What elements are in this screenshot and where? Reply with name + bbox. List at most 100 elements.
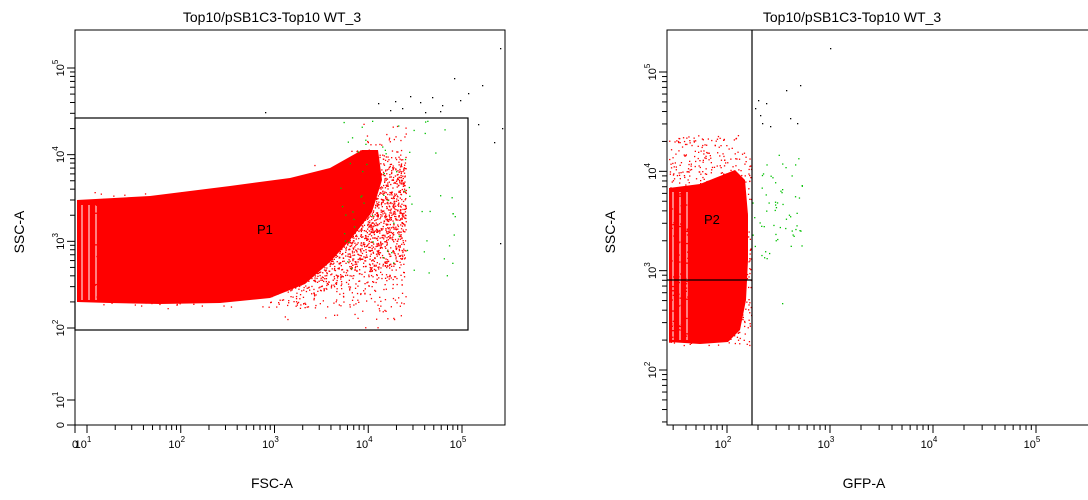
point-red — [734, 324, 736, 326]
point-red — [729, 296, 731, 298]
point-red — [386, 223, 388, 226]
point-red — [345, 223, 348, 225]
point-red — [709, 283, 711, 285]
point-red — [349, 260, 351, 262]
point-red — [133, 259, 135, 261]
point-red — [708, 262, 710, 264]
point-red — [281, 242, 284, 245]
point-red — [299, 248, 301, 251]
point-green — [361, 195, 363, 197]
point-red — [300, 225, 302, 227]
point-red — [395, 226, 397, 228]
point-red — [339, 238, 342, 240]
point-red — [707, 193, 709, 196]
point-red — [355, 234, 358, 236]
point-red — [385, 261, 387, 263]
point-red — [403, 276, 406, 278]
point-red — [708, 202, 710, 204]
point-red — [311, 247, 313, 250]
point-red — [383, 184, 385, 187]
point-red — [352, 247, 355, 249]
point-red — [689, 235, 692, 237]
point-red — [723, 155, 725, 158]
point-red — [395, 258, 397, 260]
point-red — [274, 226, 277, 229]
point-red — [368, 226, 370, 228]
point-red — [714, 288, 717, 290]
point-red — [711, 189, 713, 191]
point-red — [380, 198, 383, 200]
point-red — [672, 294, 675, 296]
point-red — [678, 141, 680, 144]
point-red — [104, 247, 106, 249]
point-red — [241, 200, 243, 202]
point-red — [334, 207, 336, 209]
point-red — [385, 229, 387, 231]
point-red — [346, 233, 349, 235]
point-red — [717, 289, 719, 291]
point-red — [749, 198, 751, 200]
x-tick-label-left: 0 — [72, 439, 78, 451]
point-red — [695, 307, 697, 309]
point-red — [298, 282, 300, 285]
point-red — [329, 236, 332, 238]
point-red — [731, 304, 733, 307]
point-red — [733, 220, 735, 222]
point-red — [294, 222, 296, 225]
point-red — [378, 207, 380, 209]
point-red — [710, 253, 712, 255]
point-red — [376, 318, 378, 320]
point-red — [734, 203, 736, 205]
point-red — [370, 274, 373, 277]
point-red — [373, 281, 375, 283]
point-red — [97, 236, 99, 238]
point-red — [681, 304, 683, 306]
gate-p1[interactable] — [74, 117, 469, 331]
point-green — [440, 195, 442, 197]
point-red — [125, 278, 127, 280]
point-black — [454, 78, 456, 80]
point-green — [453, 234, 455, 236]
point-red — [699, 327, 701, 329]
point-red — [719, 196, 721, 198]
point-red — [287, 271, 289, 274]
point-red — [697, 227, 699, 229]
point-red — [382, 158, 385, 160]
point-red — [327, 204, 329, 206]
point-red — [393, 276, 396, 278]
point-red — [198, 259, 200, 261]
point-red — [292, 234, 294, 237]
point-red — [158, 212, 160, 214]
point-red — [348, 222, 350, 224]
point-red — [330, 274, 332, 276]
point-red — [689, 175, 691, 177]
point-red — [389, 236, 391, 238]
point-red — [398, 248, 400, 250]
point-red — [380, 246, 382, 249]
point-red — [321, 246, 323, 248]
point-red — [397, 219, 399, 221]
point-red — [340, 265, 342, 267]
point-red — [387, 182, 389, 184]
point-red — [300, 304, 302, 306]
point-red — [750, 286, 752, 289]
point-red — [749, 260, 751, 262]
point-red — [706, 340, 708, 343]
point-red — [325, 216, 327, 218]
point-red — [700, 173, 702, 175]
point-black — [482, 85, 484, 87]
point-red — [382, 243, 384, 245]
point-red — [170, 245, 172, 247]
point-red — [282, 277, 284, 279]
point-red — [686, 230, 688, 232]
point-red — [313, 268, 315, 270]
point-green — [788, 214, 791, 216]
point-red — [673, 324, 675, 326]
point-red — [718, 225, 720, 227]
point-red — [692, 228, 694, 230]
point-red — [393, 223, 395, 225]
point-red — [354, 220, 356, 222]
point-red — [307, 266, 309, 269]
point-red — [325, 219, 327, 222]
point-red — [393, 197, 395, 200]
